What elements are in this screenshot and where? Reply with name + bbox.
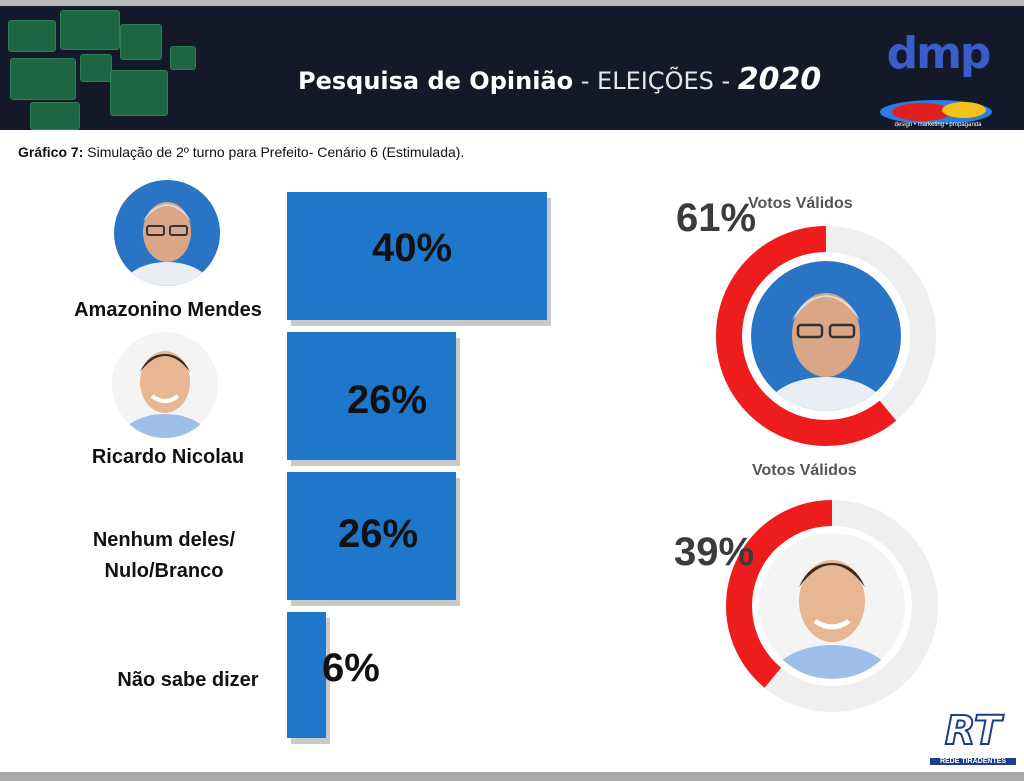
donut-chart-amazonino [716,226,936,446]
header-banner: Pesquisa de Opinião - ELEIÇÕES - 2020 dm… [0,6,1024,130]
donut-value-label: 61% [676,196,757,240]
donut-chart-ricardo [726,500,938,712]
bar-value-label: 26% [338,512,419,556]
decor-tile [110,70,168,116]
category-label: Ricardo Nicolau [91,446,245,468]
donut-photo-amazonino [751,261,901,411]
candidate-photo-ricardo [112,332,218,438]
bar-value-label: 6% [322,646,380,690]
bar-value-label: 40% [372,226,453,270]
donut-title: Votos Válidos [748,195,853,212]
category-label: Amazonino Mendes [74,299,262,321]
decor-tile [10,58,76,100]
bar [287,332,456,460]
donut-highlight-slice [726,500,938,712]
rede-tiradentes-logo: RT REDE TIRADENTES [930,707,1016,768]
donut-photo-ricardo [759,533,905,679]
decor-tile [8,20,56,52]
donut-highlight-slice [716,226,936,446]
decor-tile [120,24,162,60]
category-label: Nulo/Branco [104,560,224,582]
decor-tile [30,102,80,130]
bottom-border [0,772,1024,781]
dmp-logo: dmp design • marketing • propaganda [872,28,1004,130]
chart-caption: Gráfico 7: Simulação de 2º turno para Pr… [18,144,465,160]
decor-tile [170,46,196,70]
donut-value-label: 39% [674,530,755,574]
candidate-photo-amazonino [114,180,220,286]
page-title: Pesquisa de Opinião - ELEIÇÕES - 2020 [298,62,822,97]
bar [287,612,326,738]
bar-value-label: 26% [347,378,428,422]
bar [287,192,547,320]
decor-tile [60,10,120,50]
top-border [0,0,1024,6]
donut-title: Votos Válidos [752,462,857,479]
bar [287,472,456,600]
decor-tile [80,54,112,82]
category-label: Nenhum deles/ [92,529,236,551]
category-label: Não sabe dizer [117,669,259,691]
